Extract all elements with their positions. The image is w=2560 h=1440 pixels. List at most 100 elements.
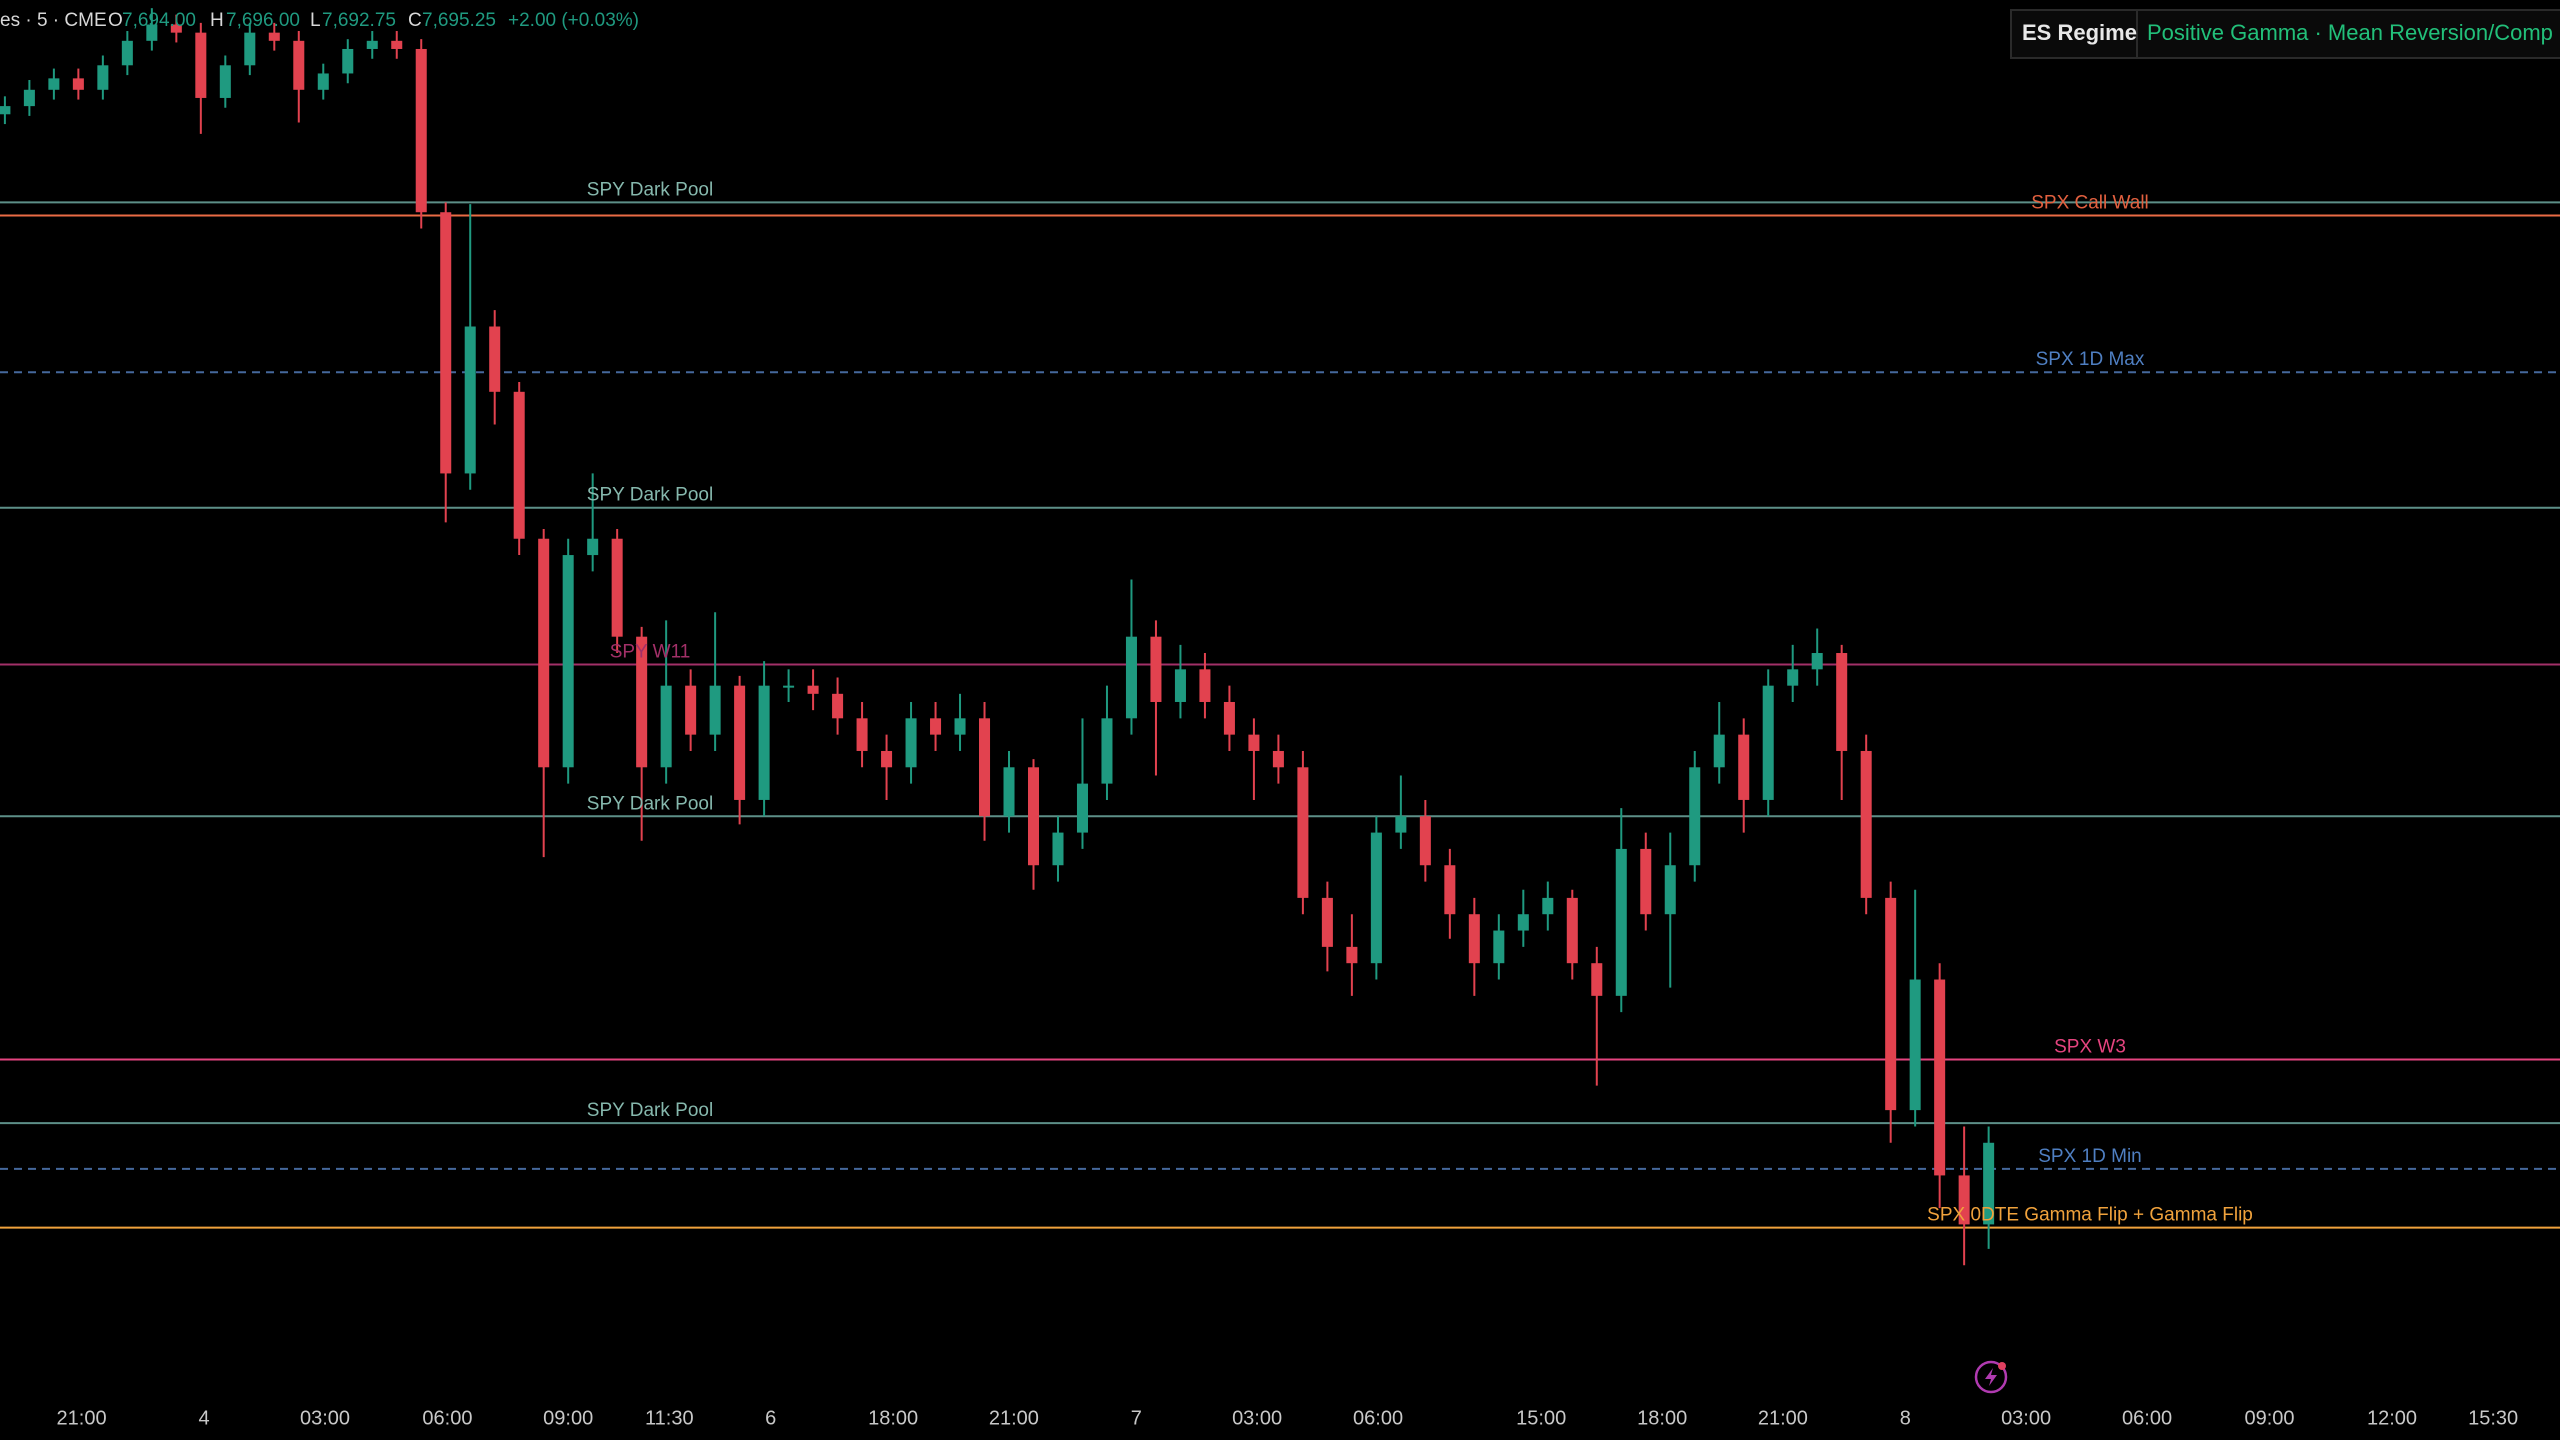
x-tick-label: 21:00 <box>57 1407 107 1429</box>
x-tick-label: 03:00 <box>2001 1407 2051 1429</box>
candle-body <box>1664 865 1676 915</box>
level-label: SPY Dark Pool <box>587 179 713 200</box>
candle-body <box>930 718 942 735</box>
candle-body <box>1909 979 1921 1111</box>
candle-body <box>905 718 917 768</box>
candle-body <box>1027 767 1040 866</box>
x-tick-label: 12:00 <box>2367 1407 2417 1429</box>
candle-body <box>219 65 231 98</box>
candle-body <box>636 636 648 768</box>
candle-body <box>1321 897 1333 947</box>
x-tick-label: 18:00 <box>868 1407 918 1429</box>
ohlc-label: C <box>408 10 422 31</box>
candle-body <box>1689 767 1701 866</box>
candle-body <box>1591 963 1603 996</box>
candle-body <box>1958 1175 1970 1225</box>
candle-body <box>244 32 256 66</box>
x-tick-label: 7 <box>1131 1407 1142 1429</box>
x-tick-label: 11:30 <box>645 1407 694 1429</box>
candle-body <box>146 24 158 41</box>
candle-body <box>783 685 795 688</box>
ohlc-label: O <box>108 10 123 31</box>
candle-body <box>170 24 182 33</box>
candle-body <box>611 538 623 637</box>
candle-body <box>807 685 819 694</box>
level-label: SPY Dark Pool <box>587 1100 713 1121</box>
candle-body <box>48 78 60 90</box>
candle-body <box>758 685 770 800</box>
candles <box>0 8 1995 1266</box>
ohlc-value: 7,692.75 <box>322 10 396 31</box>
icon-dot <box>1998 1362 2006 1370</box>
candle-body <box>1223 701 1235 735</box>
candle-body <box>832 693 844 719</box>
level-label: SPX W3 <box>2054 1037 2126 1058</box>
regime-box <box>2010 9 2560 59</box>
ohlc-value: 7,696.00 <box>226 10 300 31</box>
level-label: SPX 0DTE Gamma Flip + Gamma Flip <box>1927 1205 2253 1226</box>
symbol: es · 5 · CME <box>0 10 107 31</box>
candle-body <box>366 40 378 49</box>
x-tick-label: 03:00 <box>300 1407 350 1429</box>
candle-body <box>1052 832 1064 866</box>
candle-body <box>293 40 305 90</box>
candle-body <box>660 685 672 768</box>
candle-body <box>1493 930 1505 964</box>
candle-body <box>195 32 207 98</box>
levels <box>0 201 2560 1229</box>
candle-body <box>1738 734 1750 800</box>
alert-icon[interactable] <box>1974 1360 2008 1394</box>
change: +2.00 (+0.03%) <box>508 10 639 31</box>
candle-body <box>1468 914 1480 964</box>
candle-body <box>562 555 574 768</box>
level-label: SPY W11 <box>610 641 691 662</box>
candle-body <box>1566 897 1578 964</box>
candle-body <box>121 40 133 66</box>
candle-body <box>1076 783 1088 833</box>
candle-body <box>1542 897 1554 915</box>
candle-body <box>464 326 476 474</box>
candle-body <box>1713 734 1725 768</box>
candle-body <box>1003 767 1015 817</box>
candle-body <box>1444 865 1456 915</box>
candle-body <box>1297 767 1309 898</box>
x-tick-label: 09:00 <box>2245 1407 2295 1429</box>
candle-body <box>1370 832 1382 964</box>
level-label: SPX 1D Min <box>2038 1146 2141 1167</box>
x-tick-label: 06:00 <box>422 1407 472 1429</box>
candle-body <box>1419 816 1431 866</box>
candle-body <box>979 718 991 817</box>
candle-body <box>1762 685 1774 800</box>
candle-body <box>734 685 746 800</box>
candle-body <box>1934 979 1946 1176</box>
candle-body <box>1640 848 1652 915</box>
candle-body <box>97 65 109 90</box>
candle-body <box>513 391 525 539</box>
candle-body <box>1248 734 1260 751</box>
candle-body <box>954 718 966 735</box>
candle-body <box>1272 750 1284 768</box>
level-label: SPY Dark Pool <box>587 485 713 506</box>
candle-body <box>1150 636 1162 702</box>
candle-body <box>415 48 427 213</box>
x-tick-label: 18:00 <box>1637 1407 1687 1429</box>
x-tick-label: 21:00 <box>1758 1407 1808 1429</box>
level-label: SPY Dark Pool <box>587 793 713 814</box>
x-tick-label: 8 <box>1900 1407 1911 1429</box>
ohlc-value: 7,695.25 <box>422 10 496 31</box>
candle-body <box>72 78 84 90</box>
candle-body <box>1174 669 1186 702</box>
x-tick-label: 21:00 <box>989 1407 1039 1429</box>
x-tick-label: 06:00 <box>1353 1407 1403 1429</box>
candle-body <box>1395 816 1407 833</box>
candle-body <box>1860 750 1872 898</box>
regime-title: ES Regime <box>2022 20 2137 45</box>
icon-bolt <box>1985 1368 1997 1386</box>
candle-body <box>856 718 868 751</box>
candle-body <box>391 40 403 49</box>
level-label: SPX 1D Max <box>2036 349 2145 370</box>
candle-body <box>881 750 893 768</box>
candle-body <box>317 73 329 90</box>
candle-body <box>1101 718 1113 784</box>
